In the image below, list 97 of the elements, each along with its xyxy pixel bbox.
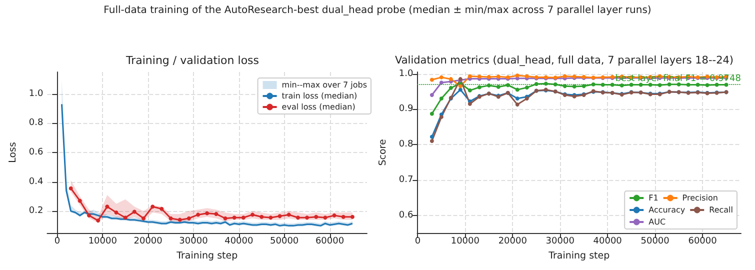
y-tick-label: 0.2 [28, 206, 44, 216]
point [524, 86, 529, 90]
y-tick-label: 0.8 [28, 118, 44, 128]
x-tick-label: 50000 [270, 236, 299, 246]
x-axis-title: Training step [548, 250, 610, 262]
point [477, 85, 482, 90]
point [232, 216, 236, 220]
point [515, 96, 520, 101]
point [250, 212, 255, 217]
point [105, 204, 110, 209]
point [430, 93, 434, 97]
point [142, 216, 146, 220]
point [68, 186, 73, 190]
point [439, 80, 444, 85]
point [205, 211, 210, 216]
point [332, 213, 336, 218]
point [515, 88, 520, 92]
point [430, 139, 434, 143]
point [87, 213, 92, 218]
point [132, 210, 136, 214]
legend-label: eval loss (median) [282, 102, 356, 112]
line-series [61, 103, 354, 226]
point [260, 214, 264, 219]
y-tick-label: 0.4 [28, 176, 44, 187]
x-tick-label: 40000 [593, 236, 622, 246]
legend-label: Precision [682, 194, 718, 202]
point [430, 112, 434, 116]
legend-label: AUC [648, 218, 666, 226]
point [278, 214, 282, 218]
legend-label: F1 [648, 194, 658, 202]
x-tick-label: 0 [414, 236, 421, 246]
point [314, 214, 318, 219]
y-tick-label: 0.9 [398, 104, 414, 114]
point [114, 210, 118, 215]
x-tick-label: 10000 [450, 236, 480, 246]
point [96, 218, 100, 223]
point [241, 216, 246, 220]
point [515, 74, 520, 78]
point [468, 74, 472, 78]
x-tick-label: 40000 [224, 236, 254, 246]
point [468, 88, 472, 92]
x-tick-label: 0 [54, 236, 60, 246]
point [214, 212, 218, 216]
point [78, 198, 82, 203]
y-tick-label: 1.0 [28, 88, 44, 99]
point [496, 84, 500, 89]
point [439, 96, 444, 101]
x-tick-label: 60000 [315, 236, 344, 246]
point [468, 102, 472, 106]
point [150, 204, 155, 209]
legend-title: min--max over 7 jobs [282, 80, 368, 90]
point [123, 216, 128, 220]
legend-label: train loss (median) [282, 92, 358, 100]
y-tick-label: 1.0 [398, 68, 414, 79]
y-tick-label: 0.8 [398, 140, 414, 150]
chart-title: Training / validation loss [124, 54, 260, 67]
point [296, 216, 300, 220]
point [515, 102, 520, 107]
point [439, 75, 444, 80]
point [286, 212, 291, 217]
x-tick-label: 30000 [179, 236, 208, 246]
x-tick-label: 30000 [546, 236, 575, 246]
point [582, 84, 586, 88]
point [223, 216, 228, 220]
y-tick-label: 0.6 [398, 210, 414, 220]
point [430, 78, 434, 82]
point [160, 206, 164, 211]
point [168, 216, 173, 220]
x-tick-label: 20000 [498, 236, 528, 246]
y-tick-label: 0.7 [398, 174, 414, 185]
point [430, 134, 434, 139]
point [323, 216, 328, 220]
point [186, 216, 191, 220]
chart-title: Validation metrics (dual_head, full data, 7 parallel layers 18--24) [395, 54, 734, 66]
x-tick-label: 60000 [688, 236, 718, 246]
point [305, 216, 310, 220]
point [196, 212, 200, 217]
x-tick-label: 20000 [134, 236, 163, 246]
point [448, 77, 453, 82]
y-axis-title: Loss [8, 142, 18, 163]
point [439, 114, 444, 119]
point [350, 214, 354, 219]
x-tick-label: 10000 [88, 236, 118, 246]
legend-label: Accuracy [648, 206, 686, 214]
point [572, 84, 576, 89]
point [268, 216, 273, 220]
point [458, 88, 462, 92]
point [341, 214, 346, 219]
point [562, 84, 567, 88]
x-axis-title: Training step [176, 250, 238, 262]
point [178, 218, 182, 222]
text: Full-data training of the AutoResearch-best dual_head probe (median ± min/max across 7 parallel layer runs) [102, 5, 652, 16]
y-tick-label: 0.6 [28, 148, 44, 158]
y-axis-title: Score [378, 139, 388, 166]
legend-label: Recall [709, 206, 734, 214]
point [448, 86, 453, 90]
x-tick-label: 50000 [640, 236, 670, 246]
